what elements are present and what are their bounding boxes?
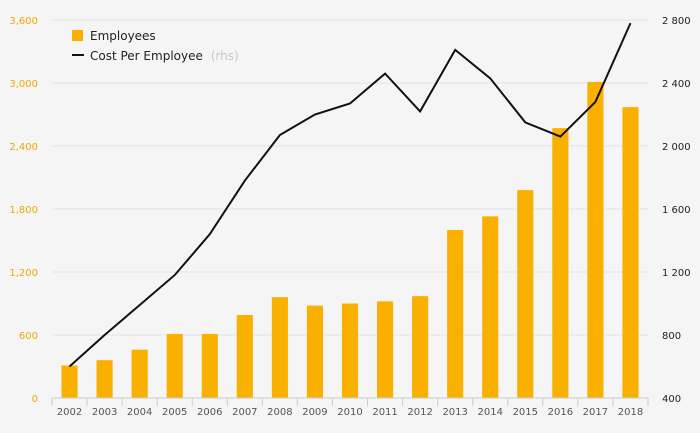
bars [61, 81, 639, 399]
x-tick-label: 2003 [92, 407, 117, 418]
x-tick-label: 2008 [267, 407, 292, 418]
x-tick-label: 2011 [372, 407, 397, 418]
bar-employees [131, 349, 148, 398]
grid [52, 19, 648, 399]
bar-employees [306, 305, 324, 398]
axes: 0 600 1,200 1,800 2,400 3,000 3,600 400 800 1 200… [9, 16, 690, 418]
bar-employees [341, 303, 359, 398]
y-right-tick-label: 1 200 [662, 268, 691, 279]
y-right-tick-label: 2 400 [662, 79, 691, 90]
x-tick-label: 2005 [162, 407, 187, 418]
y-right-tick-label: 2 000 [662, 142, 691, 153]
bar-employees [482, 216, 499, 398]
x-tick-label: 2009 [302, 407, 327, 418]
legend-label-employees: Employees [90, 29, 156, 43]
bar-employees [517, 190, 534, 398]
bar-employees [201, 333, 218, 398]
y-left-tick-label: 1,200 [9, 268, 38, 279]
x-tick-label: 2017 [583, 407, 608, 418]
x-tick-label: 2015 [513, 407, 538, 418]
x-tick-label: 2007 [232, 407, 257, 418]
y-right-tick-label: 800 [662, 331, 681, 342]
x-tick-label: 2012 [407, 407, 432, 418]
line-series [68, 22, 632, 368]
x-tick-label: 2002 [57, 407, 82, 418]
bar-employees [412, 296, 429, 398]
y-left-tick-label: 3,600 [9, 16, 38, 27]
bar-employees [166, 333, 183, 398]
x-tick-label: 2016 [548, 407, 573, 418]
y-right-tick-label: 1 600 [662, 205, 691, 216]
bar-employees [622, 107, 639, 399]
bar-employees [96, 360, 113, 398]
bar-employees [376, 301, 394, 398]
x-tick-label: 2004 [127, 407, 152, 418]
x-tick-label: 2006 [197, 407, 222, 418]
bar-employees [236, 315, 253, 398]
bar-employees [587, 81, 604, 398]
legend-label-rhs: (rhs) [211, 49, 239, 63]
bar-employees [271, 297, 288, 398]
y-right-tick-label: 400 [662, 394, 681, 405]
x-tick-label: 2010 [337, 407, 362, 418]
y-left-tick-label: 600 [19, 331, 38, 342]
y-left-tick-label: 2,400 [9, 142, 38, 153]
legend-label-cost-per-employee: Cost Per Employee (rhs) [90, 49, 239, 63]
y-left-tick-label: 3,000 [9, 79, 38, 90]
legend-swatch-employees [72, 30, 83, 41]
x-tick-label: 2018 [618, 407, 643, 418]
x-tick-label: 2014 [478, 407, 503, 418]
y-right-tick-label: 2 800 [662, 16, 691, 27]
legend: Employees Cost Per Employee (rhs) [72, 29, 239, 63]
bar-employees [61, 365, 78, 398]
x-tick-label: 2013 [442, 407, 467, 418]
line-cost-per-employee [68, 22, 632, 368]
y-left-tick-label: 1,800 [9, 205, 38, 216]
bar-employees [552, 128, 569, 398]
y-left-tick-label: 0 [32, 394, 38, 405]
legend-label-cost-per-employee-name: Cost Per Employee [90, 49, 203, 63]
bar-employees [447, 230, 464, 398]
